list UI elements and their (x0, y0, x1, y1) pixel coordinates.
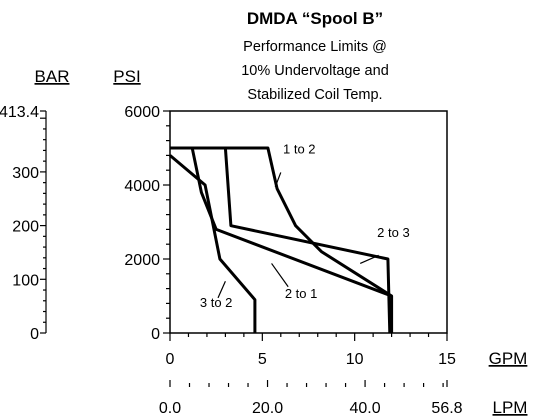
bar-tick-label: 100 (12, 272, 39, 289)
bar-tick-label: 413.4 (0, 104, 39, 121)
gpm-tick-label: 10 (346, 351, 364, 368)
lpm-tick-label: 0.0 (159, 400, 181, 417)
annotation-leader-1 (274, 172, 282, 188)
gpm-tick-label: 5 (258, 351, 267, 368)
annotation-label-3: 2 to 1 (285, 286, 318, 301)
psi-tick-label: 2000 (124, 252, 160, 269)
psi-tick-label: 6000 (124, 104, 160, 121)
annotation-label-4: 3 to 2 (200, 295, 233, 310)
lpm-tick-label: 56.8 (431, 400, 462, 417)
annotations: 1 to 2 2 to 3 2 to 1 3 to 2 (200, 142, 410, 311)
lpm-tick-label: 20.0 (252, 400, 283, 417)
chart-subtitle-line-3: Stabilized Coil Temp. (247, 87, 382, 103)
gpm-tick-label: 0 (166, 351, 175, 368)
annotation-label-2: 2 to 3 (377, 225, 410, 240)
annotation-leader-4 (217, 280, 226, 299)
chart-subtitle-line-1: Performance Limits @ (243, 39, 387, 55)
annotation-leader-2 (359, 254, 379, 264)
series-line-2 (170, 146, 392, 334)
psi-tick-label: 4000 (124, 178, 160, 195)
bar-tick-label: 200 (12, 219, 39, 236)
psi-tick-label: 0 (151, 326, 160, 343)
annotation-label-1: 1 to 2 (283, 142, 316, 157)
series-group (169, 146, 394, 334)
series-line-4 (169, 154, 257, 333)
lpm-tick-label: 40.0 (350, 400, 381, 417)
chart-subtitle-line-2: 10% Undervoltage and (241, 63, 389, 79)
bar-tick-label: 0 (30, 326, 39, 343)
gpm-axis-label: GPM (489, 349, 528, 368)
chart-title: DMDA “Spool B” (247, 9, 383, 28)
bar-axis-label: BAR (35, 67, 70, 86)
bar-tick-label: 300 (12, 165, 39, 182)
axes: 0 2000 4000 6000 0 100 200 300 413.4 0 5 10 15 0.0 20.… (0, 104, 463, 417)
series-line-1 (170, 146, 393, 298)
annotation-leader-3 (271, 263, 289, 288)
psi-axis-label: PSI (113, 67, 140, 86)
gpm-tick-label: 15 (438, 351, 456, 368)
plot-area (169, 110, 448, 334)
lpm-axis-label: LPM (493, 398, 528, 417)
